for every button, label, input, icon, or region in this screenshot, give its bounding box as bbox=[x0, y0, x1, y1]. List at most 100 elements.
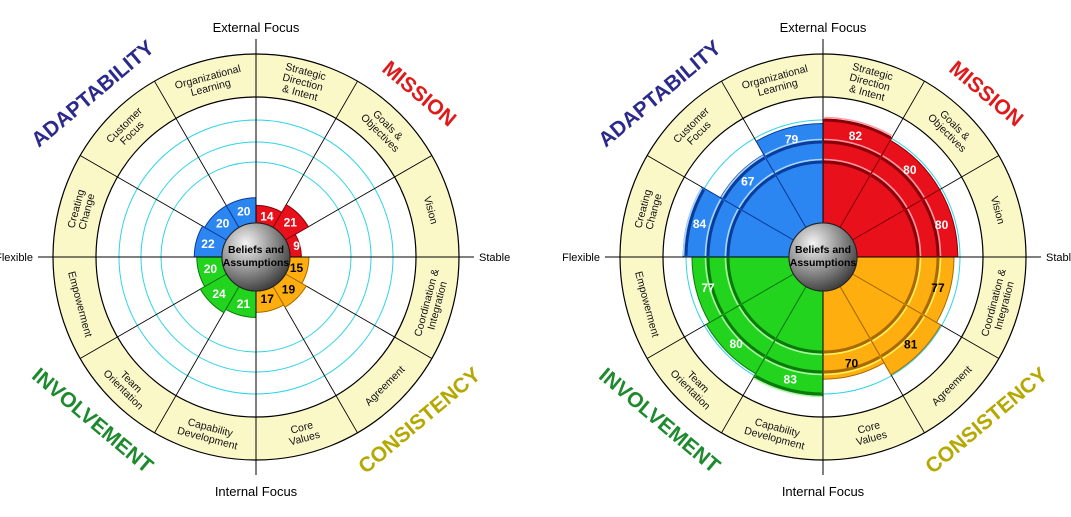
bar-band-shadow bbox=[775, 338, 823, 354]
bar-band-highlight bbox=[753, 377, 822, 398]
data-label: 70 bbox=[845, 356, 859, 370]
bar-band-shadow bbox=[870, 304, 907, 341]
dimension-spoke bbox=[285, 155, 433, 241]
dimension-spoke bbox=[272, 80, 358, 228]
circumplex-chart-2: 82 80 80 77 81 70 83 80 77 84 67 79 StrategicDirecti… bbox=[562, 20, 1071, 499]
bar-band-highlight bbox=[823, 341, 872, 356]
bar-band-shadow bbox=[904, 209, 920, 257]
bar-band-highlight bbox=[724, 257, 739, 306]
bar-band-shadow bbox=[754, 374, 822, 396]
data-label: 79 bbox=[785, 133, 799, 147]
data-label: 14 bbox=[260, 209, 274, 223]
bar-band-highlight bbox=[764, 358, 822, 376]
bar-band-highlight bbox=[738, 306, 774, 342]
bar-band-shadow bbox=[765, 355, 823, 374]
bar-band-shadow bbox=[739, 173, 776, 210]
axis-label-top: External Focus bbox=[780, 20, 867, 35]
bar-band-highlight bbox=[907, 257, 922, 306]
data-label: 80 bbox=[903, 163, 917, 177]
bar-band-shadow bbox=[823, 338, 871, 354]
data-label: 20 bbox=[237, 204, 251, 218]
center-label: Beliefs and bbox=[228, 244, 284, 256]
bar-band-highlight bbox=[824, 116, 893, 137]
data-label: 21 bbox=[237, 297, 251, 311]
bar-band-highlight bbox=[882, 316, 925, 359]
bar-band-shadow bbox=[824, 118, 892, 140]
data-label: 80 bbox=[935, 218, 949, 232]
bar-band-highlight bbox=[882, 155, 925, 198]
data-label: 77 bbox=[701, 281, 715, 295]
center-label: Beliefs and bbox=[795, 244, 851, 256]
dimension-label-line: Core bbox=[289, 419, 314, 437]
bar-band-highlight bbox=[774, 158, 823, 173]
bar-band-shadow bbox=[823, 140, 881, 159]
bar-band-shadow bbox=[921, 257, 940, 315]
bar-band-shadow bbox=[722, 314, 766, 358]
dimension-label-line: Core bbox=[856, 419, 881, 437]
bar-band-shadow bbox=[870, 173, 907, 210]
bar-band-shadow bbox=[921, 199, 940, 257]
bar-band-highlight bbox=[721, 316, 764, 359]
circumplex-chart-1: 14 219151917212420222020StrategicDirectio… bbox=[0, 20, 510, 499]
data-label: 9 bbox=[293, 239, 300, 253]
bar-band-shadow bbox=[706, 257, 725, 315]
data-label: 77 bbox=[931, 281, 945, 295]
axis-label-top: External Focus bbox=[213, 20, 300, 35]
bar-band-highlight bbox=[924, 198, 942, 256]
bar-band-highlight bbox=[824, 358, 882, 376]
bar-band-highlight bbox=[721, 155, 764, 198]
bar-band-highlight bbox=[824, 138, 882, 156]
bar-band-highlight bbox=[924, 258, 942, 316]
bar-band-highlight bbox=[823, 158, 872, 173]
bar-band-shadow bbox=[823, 355, 881, 374]
dimension-spoke bbox=[285, 273, 433, 359]
data-label: 80 bbox=[729, 337, 743, 351]
center-label: Assumptions bbox=[790, 257, 857, 269]
bar-band-highlight bbox=[704, 258, 722, 316]
data-label: 20 bbox=[204, 262, 218, 276]
bar-band-shadow bbox=[880, 314, 924, 358]
center-label: Assumptions bbox=[223, 257, 290, 269]
data-label: 21 bbox=[284, 216, 298, 230]
dimension-spoke bbox=[272, 286, 358, 434]
data-label: 24 bbox=[212, 287, 226, 301]
axis-label-right: Stable bbox=[1046, 252, 1071, 264]
bar-band-highlight bbox=[872, 306, 908, 342]
dimension-spoke bbox=[154, 80, 240, 228]
bar-band-highlight bbox=[724, 208, 739, 257]
bar-band-shadow bbox=[904, 257, 920, 305]
bar-band-shadow bbox=[880, 156, 924, 200]
axis-label-left: Flexible bbox=[0, 252, 33, 264]
bar-band-shadow bbox=[823, 160, 871, 176]
axis-label-bottom: Internal Focus bbox=[782, 484, 865, 499]
bar-band-highlight bbox=[774, 341, 823, 356]
data-label: 84 bbox=[693, 217, 707, 231]
bar-band-shadow bbox=[775, 160, 823, 176]
axis-label-right: Stable bbox=[479, 252, 510, 264]
bar-band-highlight bbox=[682, 187, 703, 256]
center-sphere bbox=[221, 222, 291, 292]
bar-band-shadow bbox=[726, 209, 742, 257]
bar-band-shadow bbox=[739, 304, 776, 341]
data-label: 67 bbox=[741, 175, 755, 189]
bar-band-shadow bbox=[722, 156, 766, 200]
bar-band-highlight bbox=[872, 172, 908, 208]
axis-label-left: Flexible bbox=[562, 252, 600, 264]
data-label: 19 bbox=[282, 282, 296, 296]
bar-band-shadow bbox=[706, 199, 725, 257]
data-label: 83 bbox=[784, 372, 798, 386]
center-sphere bbox=[788, 222, 858, 292]
bar-band-shadow bbox=[765, 140, 823, 159]
data-label: 20 bbox=[216, 217, 230, 231]
data-label: 17 bbox=[261, 292, 275, 306]
bar-band-shadow bbox=[684, 188, 706, 256]
bar-band-highlight bbox=[907, 208, 922, 257]
data-label: 82 bbox=[849, 129, 863, 143]
bar-band-highlight bbox=[764, 138, 822, 156]
bar-band-highlight bbox=[704, 198, 722, 256]
data-label: 81 bbox=[904, 338, 918, 352]
bar-band-shadow bbox=[726, 257, 742, 305]
